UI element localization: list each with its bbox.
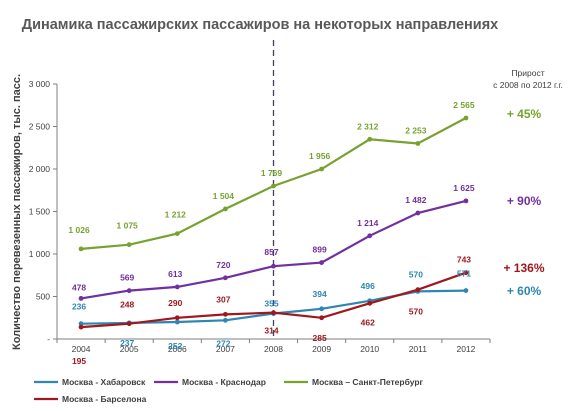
legend-label: Москва - Хабаровск (62, 377, 146, 387)
data-point (78, 246, 84, 252)
legend-label: Москва - Краснодар (182, 377, 266, 387)
data-point (271, 263, 276, 269)
data-label: 248 (120, 300, 134, 310)
growth-header: Прирост (511, 68, 544, 78)
data-label: 1 504 (213, 191, 235, 201)
y-tick-label: 1 500 (29, 207, 51, 217)
growth-value: + 136% (503, 261, 544, 275)
data-label: 355 (264, 299, 278, 309)
data-label: 1 625 (453, 183, 475, 193)
data-label: 1 026 (68, 225, 90, 235)
data-label: 569 (120, 273, 134, 283)
legend-label: Москва – Санкт-Петербург (312, 377, 424, 387)
y-tick-label: 2 500 (29, 122, 51, 132)
growth-value: + 45% (507, 107, 542, 121)
y-tick-label: 3 000 (29, 79, 51, 89)
legend-label: Москва - Барселона (62, 394, 147, 404)
data-point (174, 231, 180, 237)
data-point (222, 275, 228, 281)
data-label: 478 (72, 282, 86, 292)
data-point (319, 315, 325, 321)
data-point (174, 319, 180, 325)
data-point (174, 284, 180, 290)
data-point (271, 183, 276, 189)
data-point (222, 311, 228, 317)
data-label: 314 (264, 326, 278, 336)
data-point (126, 288, 132, 294)
chart-title: Динамика пассажирских пассажиров на неко… (22, 17, 499, 33)
data-point (126, 321, 132, 327)
data-label: 496 (361, 281, 375, 291)
data-label: 570 (409, 269, 423, 279)
data-label: 1 214 (357, 218, 379, 228)
growth-value: + 60% (507, 284, 542, 298)
data-point (174, 315, 180, 321)
data-label: 394 (313, 289, 327, 299)
x-tick-label: 2012 (456, 344, 475, 354)
growth-header-period: с 2008 по 2012 г.г. (493, 80, 563, 90)
data-label: 252 (168, 341, 182, 351)
data-point (415, 141, 421, 146)
data-point (271, 310, 276, 316)
data-label: 1 482 (405, 195, 427, 205)
data-label: 1 769 (261, 168, 283, 178)
data-label: 2 565 (453, 100, 475, 110)
data-point (415, 287, 421, 293)
x-tick-label: 2007 (216, 344, 235, 354)
data-point (463, 288, 469, 293)
data-label: 195 (72, 356, 86, 366)
data-point (367, 300, 373, 306)
y-tick-label: 500 (36, 292, 50, 302)
data-point (319, 166, 325, 172)
x-tick-label: 2010 (360, 344, 379, 354)
data-point (126, 242, 132, 248)
data-label: 720 (216, 260, 230, 270)
data-label: 899 (313, 245, 327, 255)
data-label: 1 956 (309, 151, 331, 161)
x-tick-label: 2008 (264, 344, 283, 354)
data-point (222, 317, 228, 323)
data-label: 570 (409, 307, 423, 317)
data-point (367, 136, 373, 142)
data-label: 285 (313, 333, 327, 343)
data-point (222, 206, 228, 212)
y-tick-label: 2 000 (29, 164, 51, 174)
data-label: 307 (216, 294, 230, 304)
data-label: 571 (457, 269, 471, 279)
data-point (463, 198, 469, 204)
data-point (463, 115, 469, 121)
data-label: 462 (361, 317, 375, 327)
data-label: 272 (216, 338, 230, 348)
data-point (78, 295, 84, 301)
x-tick-label: 2005 (120, 344, 139, 354)
data-label: 236 (72, 302, 86, 312)
data-point (319, 260, 325, 265)
growth-value: + 90% (507, 194, 542, 208)
data-point (78, 321, 84, 327)
y-tick-label: - (47, 334, 50, 344)
data-label: 743 (457, 255, 471, 265)
data-label: 1 212 (165, 210, 187, 220)
y-axis-label: Количество перевезенных пассажиров, тыс.… (11, 74, 23, 350)
data-label: 1 075 (117, 221, 139, 231)
data-label: 2 312 (357, 121, 379, 131)
data-point (78, 324, 84, 330)
data-point (415, 210, 421, 216)
data-label: 290 (168, 298, 182, 308)
data-point (463, 270, 469, 276)
y-tick-label: 1 000 (29, 249, 51, 259)
x-tick-label: 2011 (409, 344, 428, 354)
data-label: 2 253 (405, 126, 427, 136)
data-label: 613 (168, 269, 182, 279)
data-label: 237 (120, 338, 134, 348)
x-tick-label: 2009 (312, 344, 331, 354)
x-tick-label: 2004 (72, 344, 91, 354)
x-tick-label: 2006 (168, 344, 187, 354)
data-label: 857 (264, 247, 278, 257)
data-point (367, 233, 373, 239)
data-point (319, 306, 325, 312)
